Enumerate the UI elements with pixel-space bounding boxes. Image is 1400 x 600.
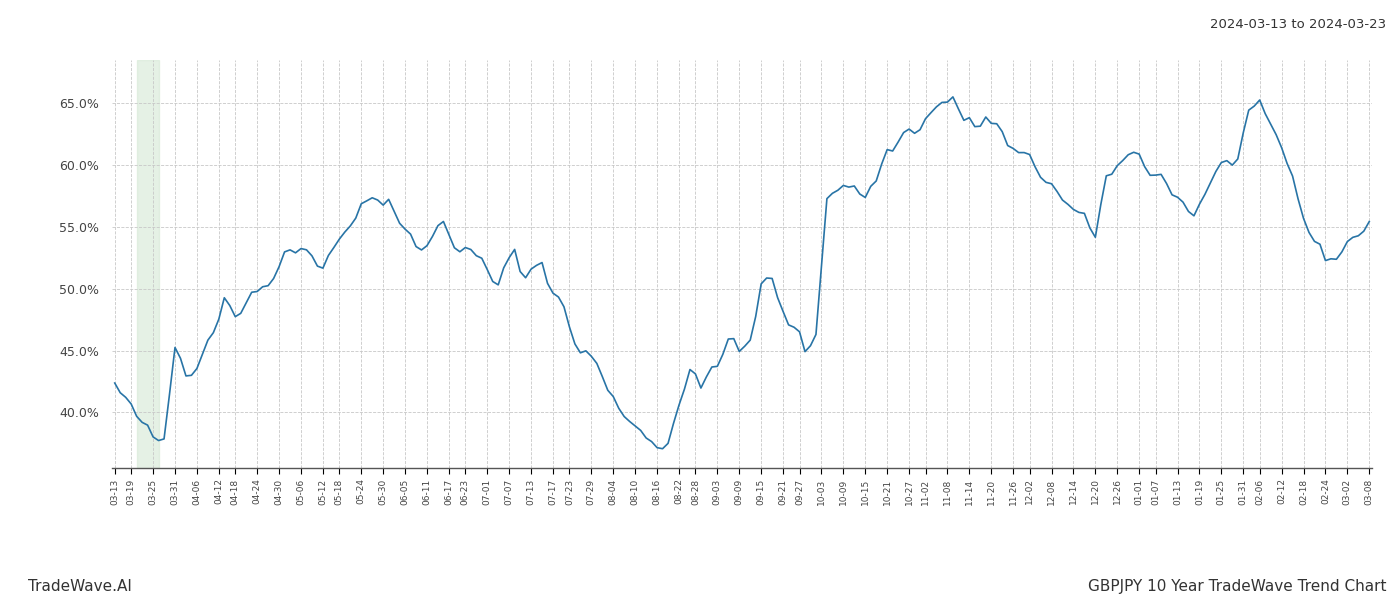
Bar [137, 60, 158, 468]
Text: GBPJPY 10 Year TradeWave Trend Chart: GBPJPY 10 Year TradeWave Trend Chart [1088, 579, 1386, 594]
Text: TradeWave.AI: TradeWave.AI [28, 579, 132, 594]
Text: 2024-03-13 to 2024-03-23: 2024-03-13 to 2024-03-23 [1210, 18, 1386, 31]
